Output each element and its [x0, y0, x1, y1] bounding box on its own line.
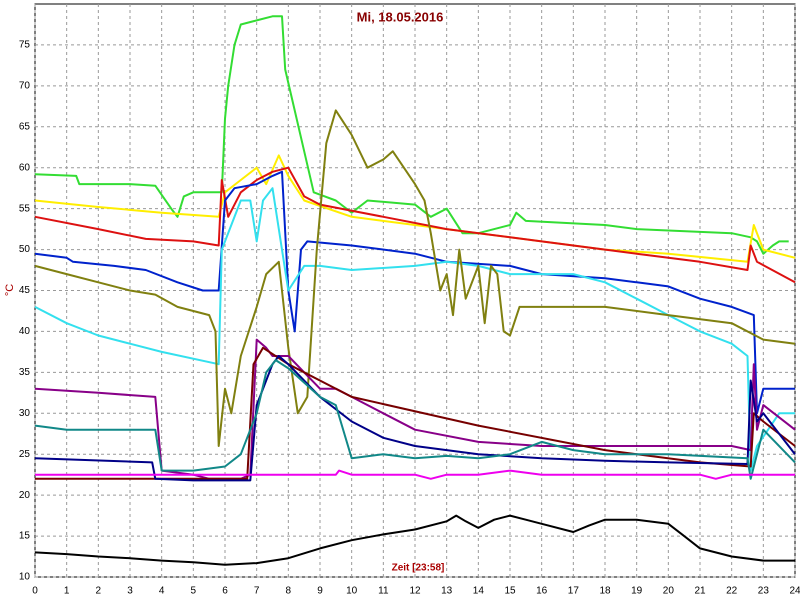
x-tick-label: 14 — [473, 586, 485, 597]
series-line — [34, 170, 795, 415]
y-tick-label: 15 — [19, 531, 31, 542]
y-tick-label: 45 — [19, 285, 31, 296]
y-tick-label: 75 — [19, 40, 31, 51]
x-tick-label: 10 — [346, 586, 358, 597]
y-tick-label: 40 — [19, 326, 31, 337]
x-tick-label: 2 — [96, 586, 102, 597]
x-tick-label: 4 — [159, 586, 165, 597]
x-tick-label: 17 — [568, 586, 580, 597]
y-tick-label: 25 — [19, 449, 31, 460]
x-tick-label: 16 — [536, 586, 548, 597]
x-tick-label: 7 — [254, 586, 260, 597]
x-tick-label: 13 — [441, 586, 453, 597]
x-tick-label: 15 — [504, 586, 516, 597]
series-line — [34, 359, 796, 480]
chart-title: Mi, 18.05.2016 — [357, 9, 444, 24]
x-tick-label: 0 — [32, 586, 38, 597]
x-tick-label: 8 — [286, 586, 292, 597]
x-tick-label: 19 — [631, 586, 643, 597]
series-line — [34, 514, 795, 566]
series-line — [35, 346, 796, 480]
y-tick-label: 70 — [19, 80, 31, 91]
x-tick-label: 24 — [789, 586, 800, 597]
y-tick-label: 20 — [19, 490, 31, 501]
series-line — [34, 166, 796, 284]
x-tick-label: 23 — [758, 586, 770, 597]
y-tick-label: 60 — [19, 162, 31, 173]
y-tick-label: 65 — [19, 121, 31, 132]
x-tick-label: 22 — [726, 586, 738, 597]
y-tick-label: 55 — [19, 203, 31, 214]
x-tick-label: 9 — [317, 586, 323, 597]
series-line — [34, 355, 796, 482]
series-line — [34, 187, 795, 472]
x-tick-label: 3 — [127, 586, 133, 597]
x-tick-label: 18 — [599, 586, 611, 597]
x-tick-label: 20 — [663, 586, 675, 597]
series-line — [35, 469, 795, 480]
x-tick-label: 6 — [222, 586, 228, 597]
x-tick-label: 1 — [64, 586, 70, 597]
x-tick-label: 11 — [378, 586, 389, 597]
series-line — [34, 109, 796, 447]
y-tick-label: 35 — [19, 367, 31, 378]
y-tick-label: 30 — [19, 408, 31, 419]
x-tick-label: 5 — [191, 586, 197, 597]
y-tick-label: 10 — [19, 572, 31, 583]
y-axis-label: °C — [4, 284, 16, 296]
series-line — [34, 15, 789, 255]
x-tick-label: 21 — [694, 586, 706, 597]
x-tick-label: 12 — [409, 586, 421, 597]
y-tick-label: 50 — [19, 244, 31, 255]
x-axis-label: Zeit [23:58] — [392, 563, 445, 574]
